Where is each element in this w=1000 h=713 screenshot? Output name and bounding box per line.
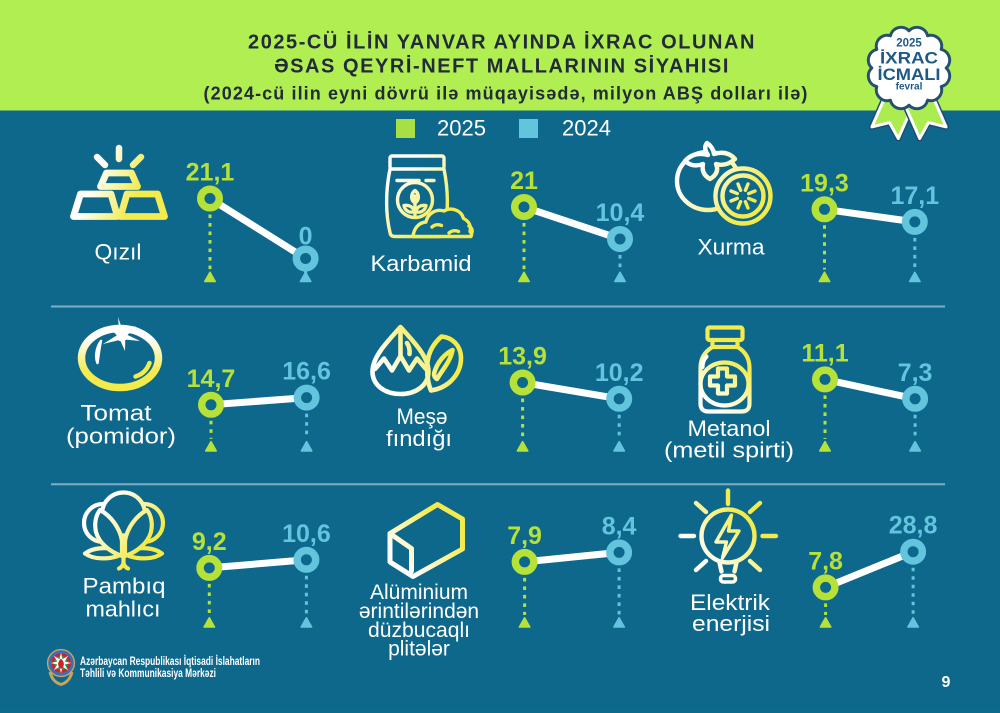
- svg-text:(pomidor): (pomidor): [66, 424, 176, 449]
- svg-text:Elektrik: Elektrik: [690, 590, 771, 615]
- svg-text:13,9: 13,9: [498, 343, 547, 371]
- svg-text:10,4: 10,4: [596, 199, 645, 227]
- svg-text:2025: 2025: [896, 38, 922, 50]
- svg-text:ərintilərindən: ərintilərindən: [359, 600, 479, 623]
- svg-text:11,1: 11,1: [801, 339, 848, 367]
- svg-text:7,3: 7,3: [898, 359, 933, 387]
- svg-text:fevral: fevral: [896, 82, 923, 93]
- svg-text:Qızıl: Qızıl: [95, 240, 142, 265]
- svg-text:Alüminium: Alüminium: [370, 581, 468, 604]
- svg-text:fındığı: fındığı: [386, 426, 452, 451]
- svg-text:19,3: 19,3: [800, 169, 849, 197]
- svg-text:İXRAC: İXRAC: [880, 49, 938, 68]
- svg-text:10,2: 10,2: [595, 359, 644, 387]
- svg-text:Xurma: Xurma: [698, 235, 765, 260]
- svg-text:10,6: 10,6: [282, 520, 331, 548]
- svg-text:Metanol: Metanol: [688, 416, 771, 441]
- svg-text:16,6: 16,6: [282, 358, 331, 386]
- svg-text:9,2: 9,2: [192, 528, 227, 556]
- svg-text:8,4: 8,4: [602, 512, 637, 540]
- svg-text:0: 0: [299, 223, 313, 251]
- svg-text:Pambıq: Pambıq: [83, 574, 166, 599]
- svg-text:(metil spirti): (metil spirti): [664, 438, 794, 463]
- svg-text:düzbucaqlı: düzbucaqlı: [368, 619, 470, 642]
- svg-text:Karbamid: Karbamid: [371, 251, 472, 276]
- svg-text:2025-CÜ İLİN YANVAR AYINDA İXR: 2025-CÜ İLİN YANVAR AYINDA İXRAC OLUNAN: [248, 31, 756, 54]
- svg-text:Meşə: Meşə: [397, 404, 448, 429]
- svg-text:(2024-cü ilin eyni dövrü ilə m: (2024-cü ilin eyni dövrü ilə müqayisədə,…: [204, 84, 809, 104]
- svg-text:ƏSAS QEYRİ-NEFT MALLARININ SİY: ƏSAS QEYRİ-NEFT MALLARININ SİYAHISI: [274, 55, 730, 78]
- svg-text:Tomat: Tomat: [81, 401, 153, 426]
- svg-text:21,1: 21,1: [186, 159, 235, 187]
- svg-text:7,9: 7,9: [507, 522, 542, 550]
- svg-text:plitələr: plitələr: [388, 638, 450, 661]
- svg-text:17,1: 17,1: [890, 182, 939, 210]
- svg-text:2024: 2024: [562, 116, 611, 141]
- svg-text:9: 9: [942, 674, 951, 691]
- svg-text:21: 21: [510, 167, 538, 195]
- svg-text:enerjisi: enerjisi: [692, 611, 770, 636]
- svg-text:14,7: 14,7: [187, 365, 236, 393]
- svg-text:28,8: 28,8: [889, 512, 938, 540]
- svg-text:7,8: 7,8: [808, 547, 843, 575]
- svg-text:Təhlili və Kommunikasiya Mərkə: Təhlili və Kommunikasiya Mərkəzi: [80, 668, 216, 680]
- svg-text:2025: 2025: [437, 116, 486, 141]
- svg-text:mahlıcı: mahlıcı: [86, 597, 161, 622]
- svg-text:Azərbaycan Respublikası İqtisa: Azərbaycan Respublikası İqtisadi İslahat…: [80, 655, 260, 668]
- svg-text:İCMALI: İCMALI: [878, 65, 941, 84]
